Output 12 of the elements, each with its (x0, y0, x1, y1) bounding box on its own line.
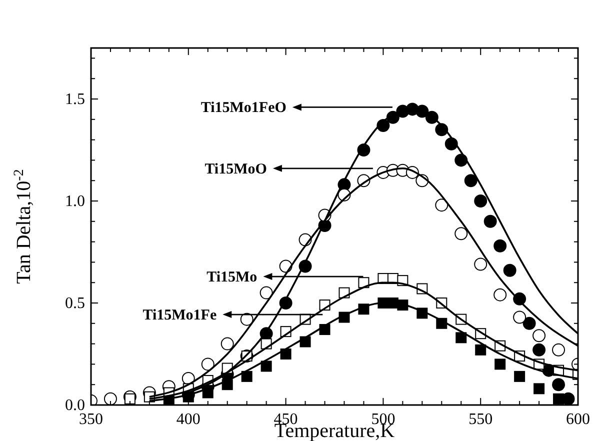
x-tick-label: 400 (176, 411, 200, 428)
x-tick-label: 600 (566, 411, 590, 428)
annotation: Ti15MoO (204, 161, 267, 178)
y-tick-label: 0.0 (65, 397, 85, 414)
x-tick-label: 350 (79, 411, 103, 428)
x-tick-label: 550 (468, 411, 493, 428)
annotation: Ti15Mo1FeO (200, 100, 286, 116)
y-tick-label: 1.5 (65, 91, 85, 108)
y-tick-label: 1.0 (65, 193, 85, 210)
y-tick-label: 0.5 (65, 295, 85, 312)
annotation: Ti15Mo1Fe (142, 308, 217, 324)
annotation: Ti15Mo (206, 270, 258, 286)
